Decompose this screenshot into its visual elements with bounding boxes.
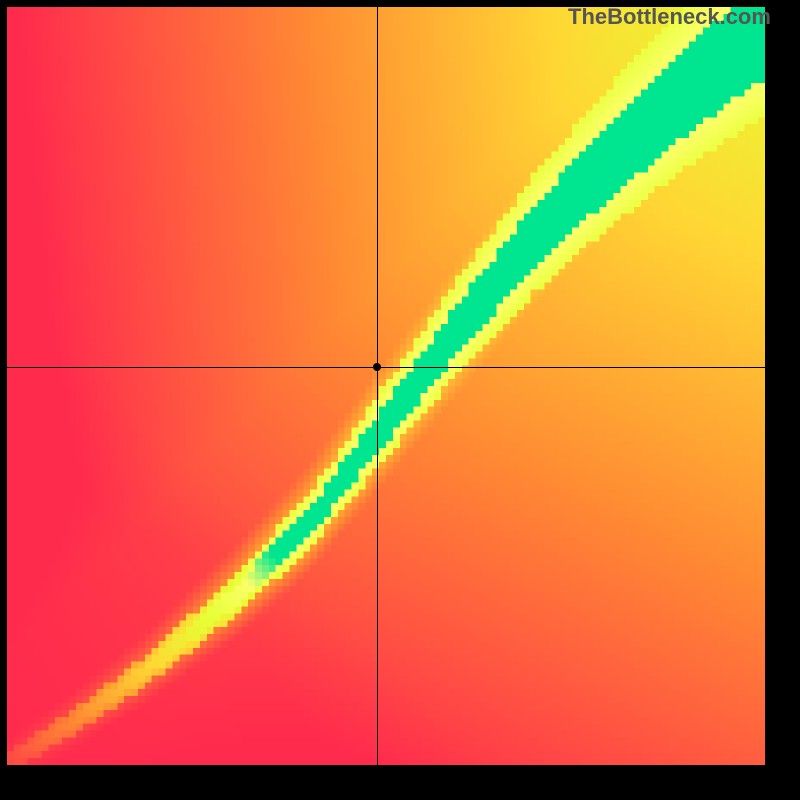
crosshair-horizontal	[7, 367, 765, 368]
figure-container: TheBottleneck.com	[0, 0, 800, 800]
watermark-text: TheBottleneck.com	[568, 4, 771, 30]
crosshair-vertical	[377, 7, 378, 765]
plot-area	[7, 7, 765, 765]
crosshair-marker	[373, 363, 381, 371]
heatmap-canvas	[7, 7, 765, 765]
